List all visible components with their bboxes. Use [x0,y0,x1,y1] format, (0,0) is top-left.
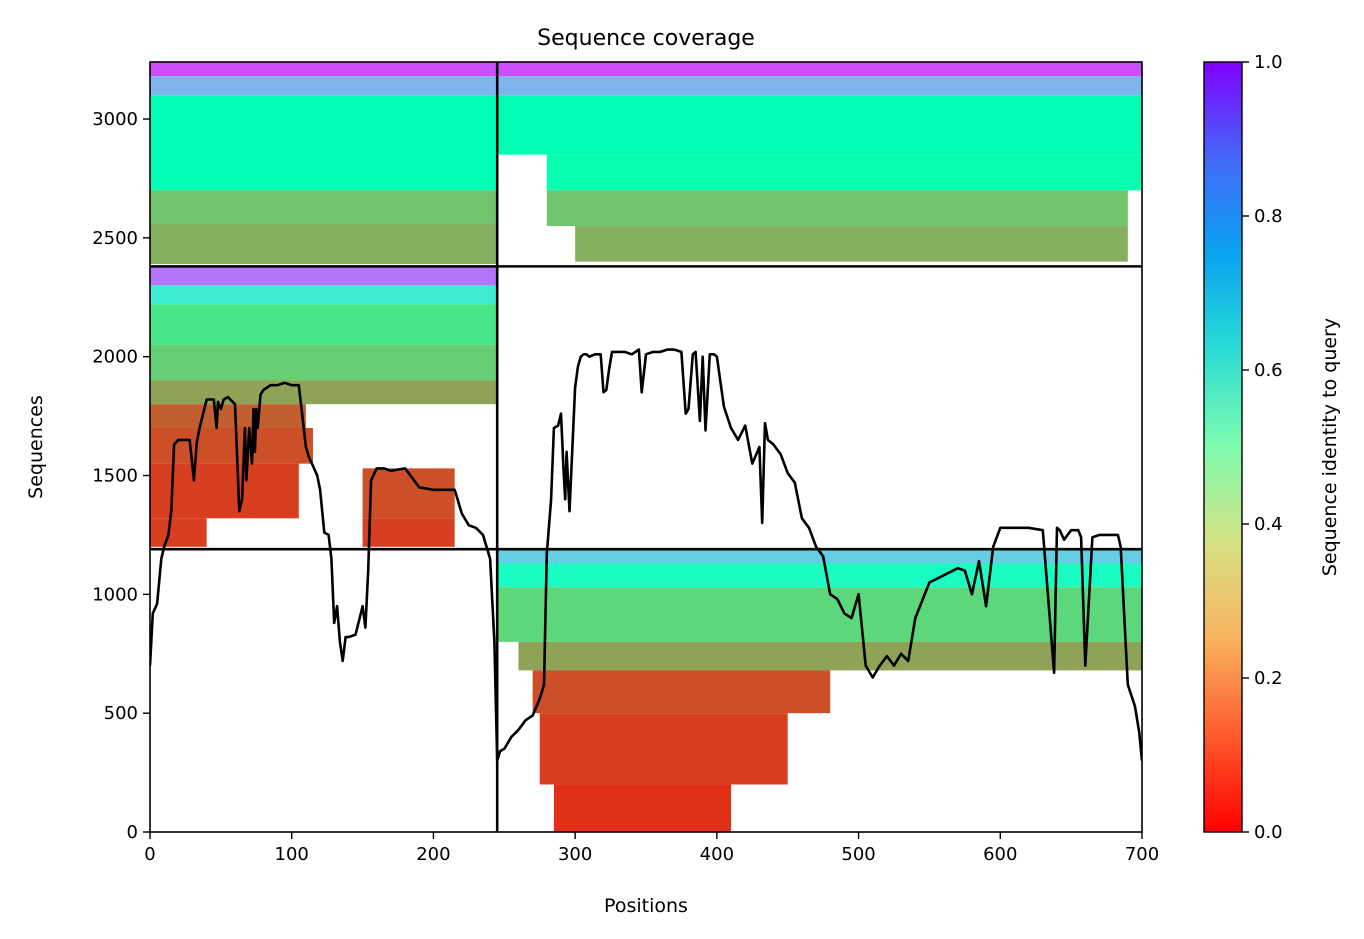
identity-band-3-2 [497,95,1142,155]
y-tick-label-5: 2500 [92,228,138,249]
identity-band-2-1 [150,76,498,96]
identity-band-1-9 [150,518,207,547]
identity-band-3-5 [575,225,1128,262]
identity-band-1-5 [150,404,306,428]
identity-band-5-0 [497,549,1142,564]
identity-band-2-2 [150,95,498,191]
identity-band-5-5 [539,713,788,785]
x-tick-label-1: 100 [275,844,309,865]
colorbar-tick-label-3: 0.6 [1254,360,1283,381]
identity-band-3-4 [546,190,1128,226]
identity-band-1-1 [150,285,498,305]
identity-band-1-8 [362,468,455,519]
x-tick-label-0: 0 [144,844,155,865]
identity-band-1-4 [150,380,498,405]
identity-band-3-0 [497,62,1142,77]
identity-band-5-2 [497,587,1142,642]
identity-band-1-10 [362,518,455,547]
x-tick-label-2: 200 [416,844,450,865]
identity-band-2-0 [150,62,498,77]
x-tick-label-5: 500 [841,844,875,865]
identity-band-3-3 [546,154,1142,191]
identity-band-1-6 [150,427,313,464]
coverage-line [150,348,1142,762]
colorbar-tick-label-1: 0.2 [1254,668,1283,689]
coverage-blocks [150,62,1142,832]
identity-band-1-7 [150,463,299,519]
y-axis-ticks: 0 500 1000 1500 2000 2500 3000 [92,109,150,843]
x-axis-label: Positions [604,895,688,917]
coverage-line-group [150,348,1142,762]
x-tick-label-6: 600 [983,844,1017,865]
y-tick-label-4: 2000 [92,347,138,368]
y-tick-label-0: 0 [127,822,138,843]
identity-band-1-0 [150,266,498,286]
block-middle-left [150,266,498,547]
y-tick-label-6: 3000 [92,109,138,130]
block-upper-right [497,62,1142,262]
colorbar-label: Sequence identity to query [1319,318,1341,576]
identity-band-5-6 [553,784,732,832]
identity-band-5-4 [532,670,831,714]
colorbar-tick-label-5: 1.0 [1254,52,1283,73]
chart-title: Sequence coverage [537,26,755,51]
y-axis-label: Sequences [25,395,47,499]
y-tick-label-1: 500 [104,703,138,724]
colorbar-tick-label-0: 0.0 [1254,822,1283,843]
x-tick-label-3: 300 [558,844,592,865]
identity-band-1-2 [150,304,498,345]
x-axis-ticks: 0 100 200 300 400 500 600 700 [144,832,1159,865]
identity-band-1-3 [150,344,498,381]
y-tick-label-2: 1000 [92,584,138,605]
x-tick-label-7: 700 [1125,844,1159,865]
y-tick-label-3: 1500 [92,466,138,487]
block-upper-left [150,62,498,265]
block-separators [150,62,1142,832]
colorbar [1203,61,1243,833]
colorbar-tick-label-4: 0.8 [1254,206,1283,227]
identity-band-3-1 [497,76,1142,96]
identity-band-2-4 [150,223,498,265]
identity-band-5-3 [518,641,1142,671]
identity-band-2-3 [150,190,498,224]
block-lower-right [497,549,1142,832]
plot-frame [149,61,1143,833]
x-tick-label-4: 400 [700,844,734,865]
colorbar-tick-label-2: 0.4 [1254,514,1283,535]
colorbar-ticks: 0.0 0.2 0.4 0.6 0.8 1.0 [1242,52,1283,843]
